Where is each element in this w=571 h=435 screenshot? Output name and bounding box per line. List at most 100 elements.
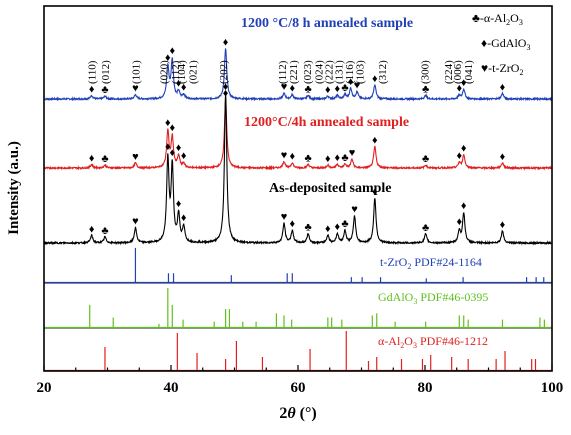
peak-marker: ♦ bbox=[169, 45, 175, 57]
series-title-as-deposited: As-deposited sample bbox=[269, 181, 392, 196]
peak-marker: ♦ bbox=[169, 122, 175, 134]
peak-marker: ♥ bbox=[281, 81, 288, 93]
peak-marker: ♣ bbox=[341, 82, 348, 94]
peak-markers: ♦ ♣ ♥♦♦♦ ♦♦♥ ♦ ♣ ♦ ♦ ♣♦ ♥♦♣ ♦♦ ♦♦ ♣ ♥♦♦♦♦♦♥ ♦ ♣ ♦ ♦ ♣ ♥♦♣ ♦♦… bbox=[89, 37, 506, 237]
peak-marker: ♥ bbox=[281, 211, 288, 223]
hkl-label: (103) bbox=[355, 60, 367, 84]
hkl-label: (101) bbox=[130, 60, 142, 84]
peak-marker: ♦ bbox=[456, 216, 462, 228]
x-tick-label: 100 bbox=[541, 380, 564, 396]
series-line bbox=[43, 99, 553, 171]
peak-marker: ♦ bbox=[223, 88, 229, 100]
peak-marker: ♦ bbox=[335, 221, 341, 233]
peak-marker: ♦ bbox=[456, 150, 462, 162]
peak-marker: ♦ bbox=[335, 83, 341, 95]
hkl-label: (012) bbox=[100, 60, 112, 84]
hkl-label: (312) bbox=[377, 60, 389, 84]
hkl-label: (116) bbox=[344, 60, 356, 84]
x-tick-label: 80 bbox=[418, 380, 433, 396]
peak-marker: ♦ bbox=[500, 81, 506, 93]
peak-marker: ♣ bbox=[422, 83, 429, 95]
peak-marker: ♦ bbox=[289, 83, 295, 95]
hkl-label: (224) bbox=[443, 60, 455, 84]
hkl-label: (020) bbox=[158, 60, 170, 84]
peak-marker: ♦ bbox=[500, 151, 506, 163]
hkl-label: (202) bbox=[218, 60, 230, 84]
peak-marker: ♦ bbox=[348, 76, 354, 88]
x-axis-ticks: 20 40 60 80 100 bbox=[37, 365, 564, 396]
legend-item-al2o3: ♣-α-Al2O3 bbox=[472, 11, 523, 27]
peak-marker: ♥ bbox=[132, 216, 139, 228]
peak-marker: ♦ bbox=[289, 218, 295, 230]
peak-marker: ♦ bbox=[89, 83, 95, 95]
peak-marker: ♦ bbox=[500, 219, 506, 231]
peak-marker: ♦ bbox=[181, 81, 187, 93]
hkl-label: (222) bbox=[324, 60, 336, 84]
legend-item-zro2: ♥-t-ZrO2 bbox=[481, 61, 523, 77]
peak-marker: ♦ bbox=[372, 186, 378, 198]
peak-marker: ♦ bbox=[461, 143, 467, 155]
peak-marker: ♣ bbox=[341, 218, 348, 230]
hkl-label: (024) bbox=[313, 60, 325, 84]
reference-label-al2o3: α-Al2O3 PDF#46-1212 bbox=[378, 334, 488, 350]
series-line bbox=[43, 93, 553, 246]
legend-symbol-heart: ♥ bbox=[481, 61, 488, 75]
hkl-label: (221) bbox=[288, 60, 300, 84]
peak-marker: ♣ bbox=[101, 225, 108, 237]
peak-marker: ♥ bbox=[281, 149, 288, 161]
legend: ♣-α-Al2O3 ♦-GdAlO3 ♥-t-ZrO2 bbox=[472, 11, 530, 77]
peak-marker: ♥ bbox=[132, 83, 139, 95]
peak-marker: ♣ bbox=[305, 152, 312, 164]
peak-marker: ♦ bbox=[176, 142, 182, 154]
hkl-label: (104) bbox=[176, 60, 188, 84]
peak-marker: ♥ bbox=[354, 79, 361, 91]
hkl-label: (041) bbox=[463, 60, 475, 84]
peak-marker: ♥ bbox=[351, 203, 358, 215]
peak-marker: ♦ bbox=[176, 77, 182, 89]
peak-marker: ♦ bbox=[461, 77, 467, 89]
series-title-4h: 1200°C/4h annealed sample bbox=[244, 115, 409, 130]
peak-marker: ♦ bbox=[165, 117, 171, 129]
peak-marker: ♣ bbox=[305, 222, 312, 234]
legend-symbol-club: ♣ bbox=[472, 11, 480, 25]
x-tick-label: 20 bbox=[37, 380, 52, 396]
peak-marker: ♦ bbox=[372, 73, 378, 85]
peak-marker: ♦ bbox=[289, 151, 295, 163]
peak-marker: ♦ bbox=[325, 84, 331, 96]
peak-marker: ♦ bbox=[169, 147, 175, 159]
hkl-label: (110) bbox=[87, 60, 99, 84]
peak-marker: ♦ bbox=[335, 152, 341, 164]
peak-marker: ♦ bbox=[165, 141, 171, 153]
peak-marker: ♦ bbox=[89, 223, 95, 235]
peak-marker: ♦ bbox=[181, 150, 187, 162]
x-tick-label: 40 bbox=[164, 380, 179, 396]
hkl-annotations: (110) (012) (101) (020) (112)(104) (021) (202)… bbox=[87, 60, 476, 84]
peak-marker: ♥ bbox=[132, 151, 139, 163]
hkl-label: (021) bbox=[188, 60, 200, 84]
series-title-8h: 1200 °C/8 h annealed sample bbox=[241, 16, 413, 31]
series-lines bbox=[43, 48, 553, 246]
series-line bbox=[43, 48, 553, 102]
peak-marker: ♦ bbox=[181, 212, 187, 224]
hkl-label: (300) bbox=[419, 60, 431, 84]
peak-marker: ♦ bbox=[325, 153, 331, 165]
peak-marker: ♣ bbox=[422, 153, 429, 165]
peak-marker: ♦ bbox=[176, 198, 182, 210]
peak-marker: ♦ bbox=[223, 81, 229, 93]
peak-marker: ♦ bbox=[89, 152, 95, 164]
x-axis-label: 2θ (°) bbox=[279, 405, 316, 422]
peak-marker: ♣ bbox=[422, 222, 429, 234]
peak-marker: ♣ bbox=[101, 84, 108, 96]
reference-label-gdalo3: GdAlO3 PDF#46-0395 bbox=[378, 290, 488, 306]
peak-marker: ♥ bbox=[349, 147, 356, 159]
peak-marker: ♣ bbox=[341, 152, 348, 164]
hkl-label: (131) bbox=[334, 60, 346, 84]
peak-marker: ♣ bbox=[101, 153, 108, 165]
hkl-label: (006) bbox=[452, 60, 464, 84]
peak-marker: ♦ bbox=[456, 83, 462, 95]
hkl-label: (023) bbox=[302, 60, 314, 84]
peak-marker: ♦ bbox=[372, 134, 378, 146]
legend-item-gdalo3: ♦-GdAlO3 bbox=[481, 36, 530, 52]
